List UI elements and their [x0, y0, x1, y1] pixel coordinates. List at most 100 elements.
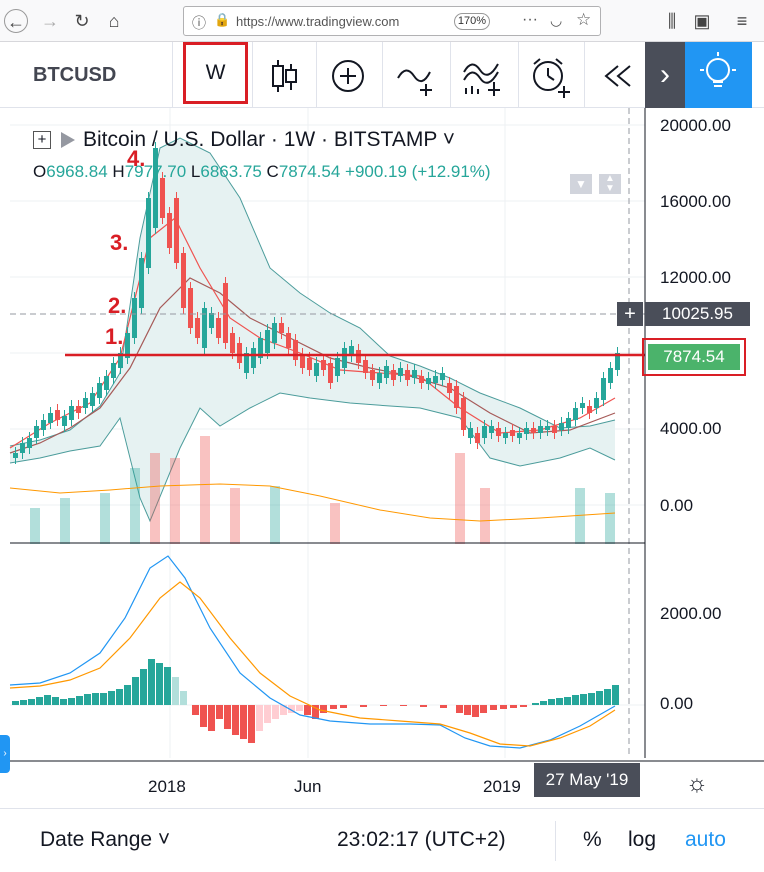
auto-scale-button[interactable]: auto — [685, 828, 726, 851]
macd-histogram-bar — [248, 705, 255, 743]
library-icon[interactable]: ⫼ — [667, 11, 677, 31]
candle-body — [69, 406, 74, 420]
candle-body — [41, 420, 46, 430]
high-label: H — [112, 162, 125, 181]
url-text[interactable]: https://www.tradingview.com — [236, 14, 400, 29]
candle-body — [139, 258, 144, 308]
candle-body — [111, 363, 116, 378]
series-title[interactable]: + Bitcoin / U.S. Dollar · 1W · BITSTAMP ˅ — [33, 128, 455, 152]
back-arrow-icon[interactable]: ← — [4, 9, 28, 33]
macd-histogram-bar — [272, 705, 279, 719]
url-bar[interactable]: ⓘ 🔒 https://www.tradingview.com 170% ···… — [183, 6, 601, 36]
forward-arrow-icon[interactable]: → — [41, 11, 59, 31]
candle-body — [125, 333, 130, 358]
log-scale-button[interactable]: log — [628, 828, 657, 851]
candle-body — [251, 348, 256, 368]
candle-body — [510, 430, 515, 436]
publish-idea-button[interactable] — [685, 42, 752, 108]
candle-body — [188, 288, 193, 328]
macd-histogram-bar — [596, 691, 603, 705]
macd-histogram-bar — [116, 689, 123, 705]
candle-body — [517, 433, 522, 438]
candle-body — [552, 426, 557, 433]
candle-body — [300, 354, 305, 368]
macd-histogram-bar — [124, 685, 131, 705]
add-indicator-icon[interactable] — [322, 50, 374, 102]
chevron-right-icon[interactable]: › — [645, 42, 685, 108]
candle-body — [223, 283, 228, 343]
candle-body — [489, 426, 494, 433]
open-label: O — [33, 162, 47, 181]
crosshair-price-label: 10025.95 — [645, 302, 750, 326]
volume-bars — [30, 436, 615, 544]
reload-icon[interactable]: ↻ — [74, 11, 90, 31]
scroll-up-down-button[interactable]: ▲ ▼ — [599, 174, 621, 194]
macd-histogram-bar — [256, 705, 263, 731]
macd-histogram-bar — [108, 691, 115, 705]
symbol-search[interactable]: BTCUSD — [33, 64, 117, 86]
compare-icon[interactable] — [390, 50, 442, 102]
toolbar-divider — [316, 42, 317, 108]
time-tick: 2018 — [148, 777, 186, 796]
macd-line — [9, 555, 616, 749]
replay-icon[interactable] — [592, 50, 644, 102]
series-title-text[interactable]: Bitcoin / U.S. Dollar · 1W · BITSTAMP ˅ — [83, 128, 456, 151]
clock-timezone[interactable]: 23:02:17 (UTC+2) — [337, 828, 506, 851]
candle-body — [62, 416, 67, 426]
candle-body — [608, 368, 613, 383]
macd-histogram-bar — [360, 705, 367, 707]
info-icon[interactable]: ⓘ — [192, 15, 206, 31]
toolbar-divider — [382, 42, 383, 108]
date-range-button[interactable]: Date Range ˅ — [40, 828, 171, 851]
settings-sun-icon[interactable]: ☼ — [686, 770, 708, 797]
candle-body — [335, 358, 340, 376]
macd-histogram-bar — [400, 705, 407, 706]
macd-histogram-bar — [208, 705, 215, 731]
high-value: 7977.70 — [124, 162, 187, 181]
candle-body — [447, 383, 452, 393]
macd-histogram-bar — [510, 705, 517, 708]
price-chart[interactable] — [0, 108, 764, 808]
candle-body — [412, 370, 417, 378]
candle-body — [167, 213, 172, 248]
indicators-icon[interactable] — [456, 50, 508, 102]
collapse-legend-icon[interactable]: + — [33, 131, 51, 150]
candle-body — [349, 346, 354, 356]
macd-histogram-bar — [140, 669, 147, 705]
macd-histogram-bar — [20, 700, 27, 705]
price-tick: 4000.00 — [660, 419, 722, 438]
candle-body — [265, 330, 270, 353]
zoom-badge[interactable]: 170% — [454, 13, 490, 30]
toolbar-divider — [584, 42, 585, 108]
sidebar-icon[interactable]: ▣ — [693, 11, 711, 31]
annotation-label-3: 3. — [110, 230, 129, 255]
macd-histogram-bar — [280, 705, 287, 715]
macd-histogram-bar — [216, 705, 223, 719]
macd-histogram-bar — [164, 667, 171, 705]
scroll-down-button[interactable]: ▼ — [570, 174, 592, 194]
chart-area[interactable]: + Bitcoin / U.S. Dollar · 1W · BITSTAMP ˅… — [0, 108, 764, 808]
macd-histogram-bar — [192, 705, 199, 715]
pocket-icon[interactable]: ◡ — [550, 12, 563, 28]
alert-icon[interactable] — [524, 50, 576, 102]
add-price-line-button[interactable]: + — [617, 302, 643, 326]
more-icon[interactable]: ··· — [522, 11, 538, 28]
candle-body — [216, 318, 221, 338]
menu-icon[interactable]: ≡ — [736, 11, 748, 31]
candle-body — [27, 438, 32, 448]
candle-body — [545, 426, 550, 430]
home-icon[interactable]: ⌂ — [108, 11, 120, 31]
candles-icon[interactable] — [258, 50, 310, 102]
macd-histogram-bar — [240, 705, 247, 739]
candle-body — [13, 453, 18, 458]
macd-histogram-bar — [12, 701, 19, 705]
star-icon[interactable]: ☆ — [576, 10, 592, 29]
interval-button[interactable]: W — [183, 42, 248, 104]
flag-icon[interactable] — [61, 132, 75, 149]
percent-scale-button[interactable]: % — [583, 828, 602, 851]
macd-histogram-bar — [172, 677, 179, 705]
candle-body — [237, 343, 242, 363]
candle-body — [90, 393, 95, 406]
price-tick: 12000.00 — [660, 268, 731, 287]
expand-panel-tab[interactable]: › — [0, 735, 10, 773]
